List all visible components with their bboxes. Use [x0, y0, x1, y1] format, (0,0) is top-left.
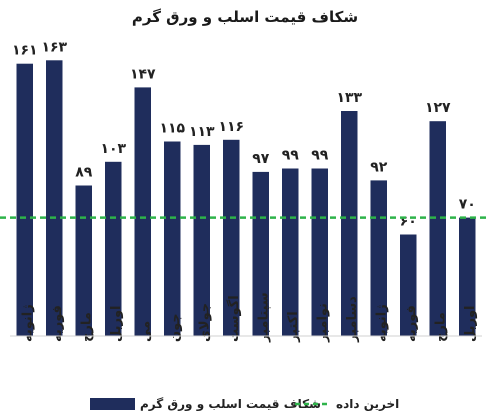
bar-value-label: ۷۰ [459, 197, 476, 213]
bar-value-label: ۹۹ [311, 148, 329, 164]
bar [252, 171, 269, 336]
bar [429, 121, 446, 336]
bar [311, 168, 328, 336]
x-axis-category-label: سپتامبر [256, 292, 271, 343]
bar [341, 111, 358, 336]
x-axis-category-label: ژانویه [20, 304, 35, 342]
bar-value-label: ۱۱۶ [218, 119, 244, 135]
x-axis-category-label: اگوست [226, 295, 242, 342]
x-axis-category-label: ژانویه [374, 304, 389, 342]
bar-value-label: ۹۹ [282, 148, 300, 164]
bar-value-label: ۱۱۵ [159, 121, 185, 137]
bar [16, 63, 33, 336]
x-axis-category-label: جولای [197, 303, 212, 342]
x-axis-category-label: فوریه [50, 305, 65, 342]
bar [223, 139, 240, 336]
x-axis-category-label: اوریل [463, 305, 478, 342]
bar-value-label: ۸۹ [75, 165, 93, 181]
bar-value-label: ۶۰ [400, 214, 417, 230]
bar-value-label: ۱۳۳ [336, 90, 362, 106]
x-axis-category-label: اوریل [109, 305, 124, 342]
bar-value-label: ۱۶۳ [41, 39, 67, 55]
bar [400, 234, 417, 336]
bar-value-label: ۱۶۱ [12, 43, 38, 59]
x-axis-category-label: مارچ [433, 312, 448, 342]
bar-value-label: ۱۱۳ [189, 124, 215, 140]
x-axis-category-label: دسامبر [345, 296, 360, 343]
bar [46, 60, 63, 337]
x-axis-category-label: جون [168, 313, 183, 342]
chart-title: شکاف قیمت اسلب و ورق گرم [132, 8, 358, 26]
bar [134, 87, 151, 337]
legend-swatch-bar [90, 398, 135, 410]
bar [282, 168, 299, 336]
bar [193, 144, 210, 336]
bar [105, 161, 122, 336]
x-axis-category-label: مارچ [79, 312, 94, 342]
x-axis-category-label: اکتبر [286, 311, 301, 343]
legend-label-bar: شکاف قیمت اسلب و ورق گرم [140, 397, 321, 412]
legend-label-reference-line: اخرین داده [336, 397, 399, 411]
bar-value-label: ۱۲۷ [425, 100, 451, 116]
x-axis-category-label: فوریه [404, 305, 419, 342]
x-axis-labels: ژانویه فوریه مارچ اوریل می جون جولای اگوست سپتام… [20, 292, 478, 343]
bars-group [16, 60, 476, 337]
bar [459, 217, 476, 336]
bar-value-label: ۹۲ [370, 159, 388, 175]
bar [164, 141, 181, 336]
bar [75, 185, 92, 336]
bar-value-label: ۱۴۷ [130, 66, 156, 82]
x-axis-category-label: نوامبر [315, 303, 330, 343]
x-axis-category-label: می [138, 321, 153, 342]
bar-value-label: ۱۰۳ [100, 141, 126, 157]
legend: شکاف قیمت اسلب و ورق گرم اخرین داده [90, 397, 399, 412]
bar-value-label: ۹۷ [252, 151, 270, 167]
bar [370, 180, 387, 336]
